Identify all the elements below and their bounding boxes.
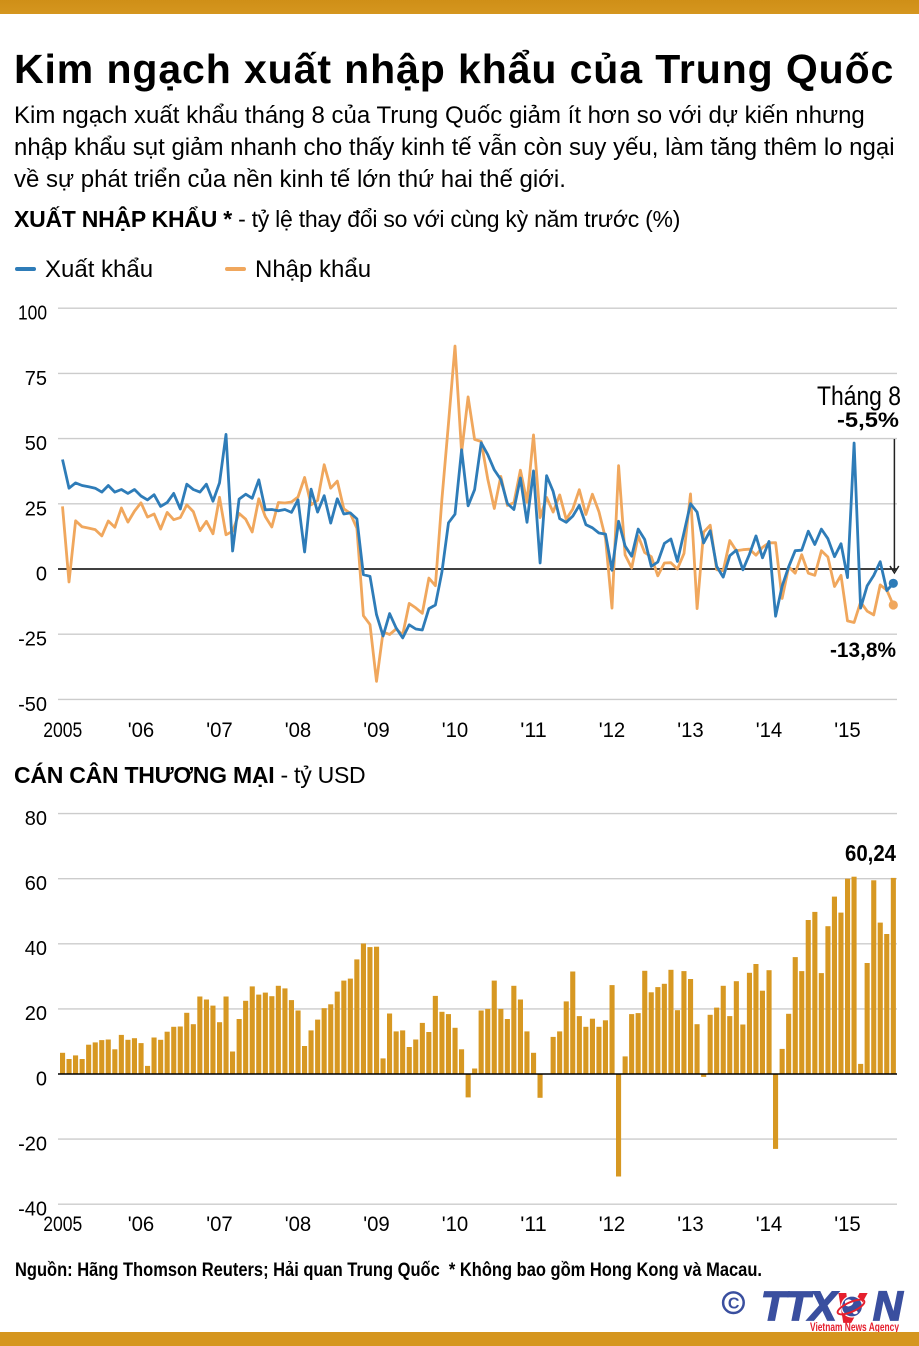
svg-text:0: 0 [36, 564, 47, 586]
svg-text:75: 75 [25, 368, 47, 390]
svg-text:'07: '07 [206, 719, 233, 742]
svg-text:-5,5%: -5,5% [837, 408, 899, 432]
svg-text:Tháng 8: Tháng 8 [817, 381, 901, 411]
svg-text:C: C [728, 1296, 740, 1313]
svg-text:TTX: TTX [761, 1285, 839, 1329]
svg-text:'06: '06 [128, 1213, 155, 1236]
svg-text:'15: '15 [834, 719, 861, 742]
svg-text:60,24: 60,24 [845, 840, 896, 866]
svg-text:80: 80 [25, 808, 47, 830]
svg-text:'09: '09 [363, 1213, 390, 1236]
svg-text:'10: '10 [442, 719, 469, 742]
svg-text:40: 40 [25, 938, 47, 960]
svg-text:'12: '12 [599, 719, 626, 742]
svg-text:'12: '12 [599, 1213, 626, 1236]
svg-text:'14: '14 [756, 719, 783, 742]
svg-text:Vietnam News Agency: Vietnam News Agency [810, 1320, 899, 1334]
svg-text:'13: '13 [677, 1213, 704, 1236]
svg-text:'09: '09 [363, 719, 390, 742]
svg-text:50: 50 [25, 433, 47, 455]
svg-text:N: N [873, 1285, 904, 1329]
svg-text:-40: -40 [18, 1199, 47, 1221]
svg-text:2005: 2005 [43, 719, 82, 742]
svg-text:-20: -20 [18, 1133, 47, 1155]
svg-text:'10: '10 [442, 1213, 469, 1236]
svg-text:0: 0 [36, 1068, 47, 1090]
svg-text:20: 20 [25, 1003, 47, 1025]
svg-text:100: 100 [18, 303, 47, 325]
svg-text:2005: 2005 [43, 1213, 82, 1236]
svg-text:-25: -25 [18, 629, 47, 651]
svg-text:60: 60 [25, 873, 47, 895]
svg-text:'14: '14 [756, 1213, 783, 1236]
svg-text:'13: '13 [677, 719, 704, 742]
svg-text:-50: -50 [18, 694, 47, 716]
svg-text:'06: '06 [128, 719, 155, 742]
svg-text:'08: '08 [285, 719, 312, 742]
svg-text:'15: '15 [834, 1213, 861, 1236]
svg-text:'11: '11 [520, 1213, 547, 1236]
svg-text:'07: '07 [206, 1213, 233, 1236]
svg-text:'11: '11 [520, 719, 547, 742]
svg-text:25: 25 [25, 498, 47, 520]
svg-text:'08: '08 [285, 1213, 312, 1236]
svg-text:-13,8%: -13,8% [830, 638, 896, 662]
